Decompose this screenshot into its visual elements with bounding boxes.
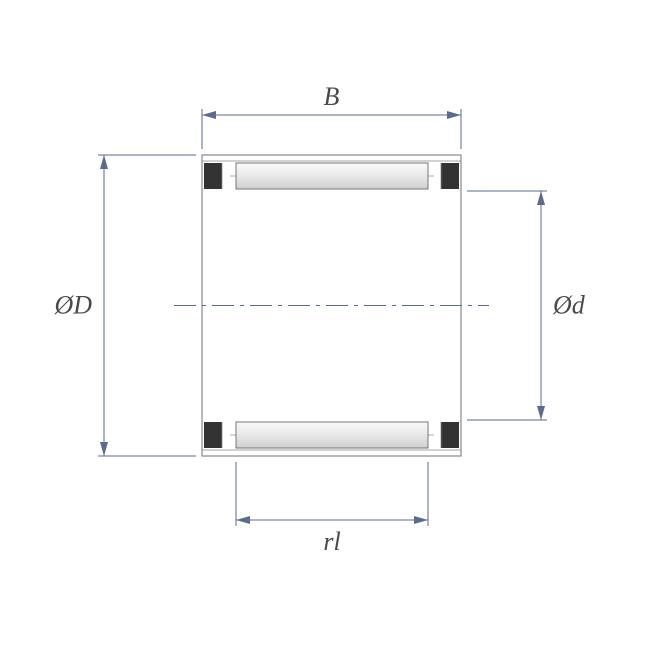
bearing-diagram: B ØD Ød rl (0, 0, 670, 670)
label-width-B: B (324, 82, 340, 111)
label-roller-length-rl: rl (323, 527, 340, 556)
label-outer-diameter-D: ØD (53, 291, 92, 320)
label-inner-diameter-d: Ød (552, 291, 586, 320)
